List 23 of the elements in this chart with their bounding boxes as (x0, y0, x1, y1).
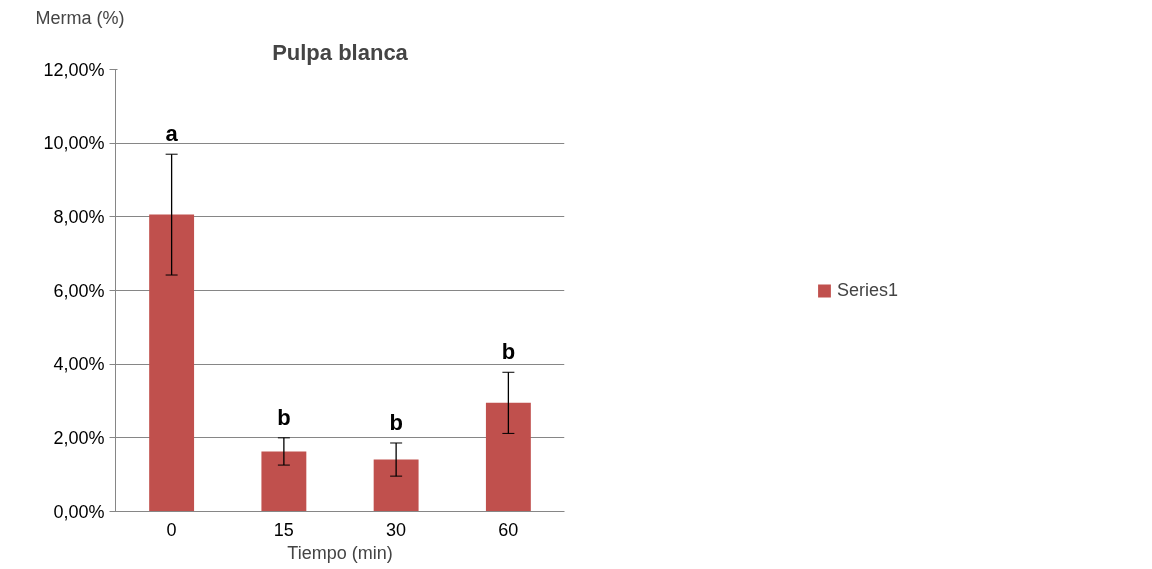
bar (485, 402, 531, 512)
y-tick-label: 6,00% (53, 280, 105, 301)
annotation: b (501, 339, 516, 365)
y-tick-label: 4,00% (53, 354, 105, 375)
bar (261, 451, 307, 512)
x-tick-label: 0 (166, 519, 177, 540)
y-tick-label: 0,00% (53, 501, 105, 522)
bar (373, 459, 419, 512)
y-tick-label: 10,00% (43, 133, 105, 154)
y-axis-title: Merma (%) (35, 7, 125, 28)
y-tick-label: 8,00% (53, 206, 105, 227)
x-tick-label: 60 (498, 519, 519, 540)
annotation: a (165, 121, 179, 147)
annotation: b (277, 404, 291, 430)
annotation: b (389, 409, 403, 435)
bar (149, 214, 195, 512)
x-axis-title: Tiempo (min) (287, 542, 393, 563)
x-tick-label: 30 (386, 519, 407, 540)
chart-title: Pulpa blanca (272, 39, 409, 65)
x-tick-label: 15 (273, 519, 294, 540)
y-tick-label: 2,00% (53, 427, 105, 448)
legend-label: Series1 (836, 279, 899, 301)
y-tick-label: 12,00% (43, 59, 105, 80)
